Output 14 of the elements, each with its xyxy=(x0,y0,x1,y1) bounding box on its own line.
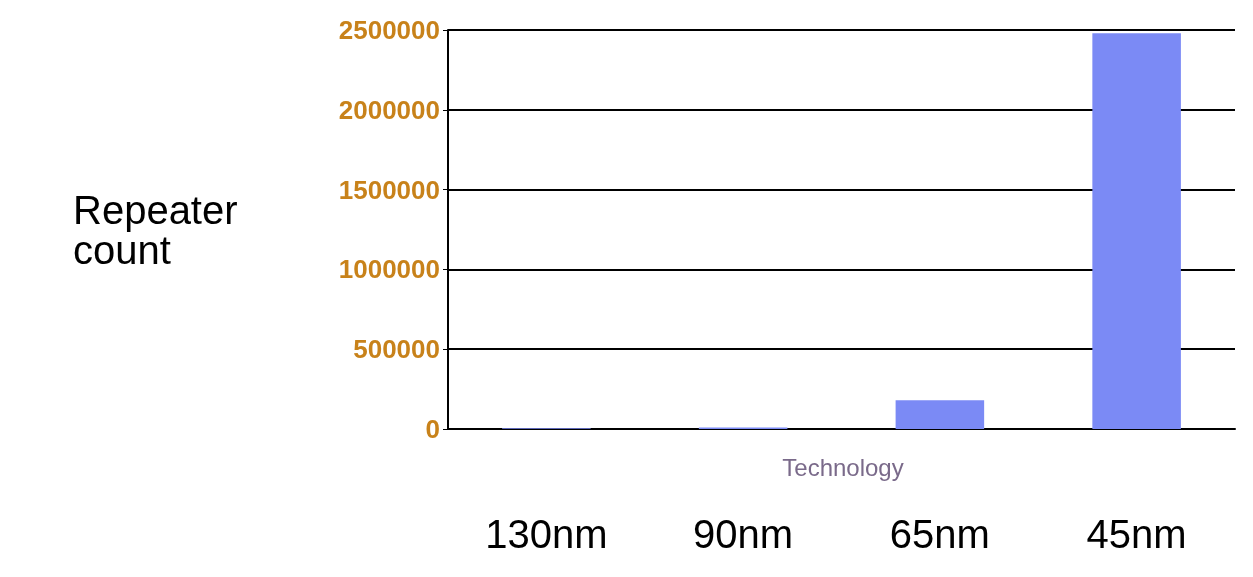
bar xyxy=(895,400,985,429)
y-tick-label: 2000000 xyxy=(338,94,440,125)
bar xyxy=(1092,33,1181,429)
x-tick-label: 65nm xyxy=(889,512,990,556)
x-axis-title: Technology xyxy=(782,453,904,481)
x-tick-label: 130nm xyxy=(485,512,608,556)
x-tick-label: 90nm xyxy=(693,512,794,556)
y-tick-label: 2500000 xyxy=(338,15,440,45)
y-tick-label: 0 xyxy=(425,414,440,444)
y-tick-label: 1500000 xyxy=(338,174,440,205)
x-tick-label: 45nm xyxy=(1086,512,1187,556)
y-axis-title: Repeater count xyxy=(73,187,238,272)
y-tick-label: 500000 xyxy=(353,334,440,365)
y-tick-label: 1000000 xyxy=(338,254,440,285)
